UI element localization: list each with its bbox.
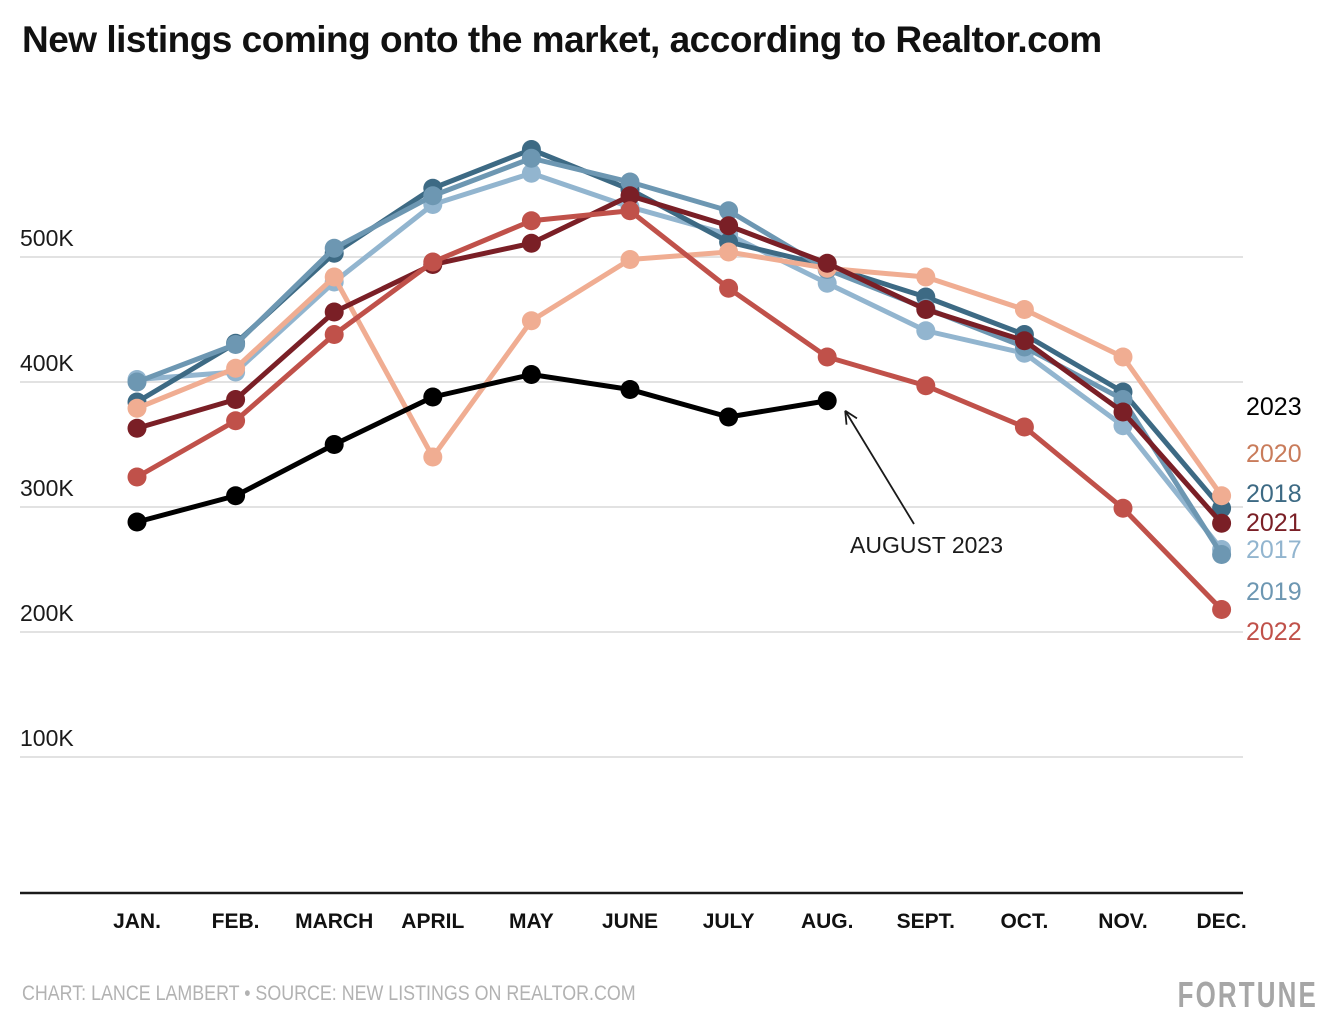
series-2022 xyxy=(127,201,1232,619)
legend-label-2020: 2020 xyxy=(1246,440,1302,468)
series-line xyxy=(135,208,1224,612)
series-line xyxy=(136,193,1224,525)
data-point xyxy=(521,211,541,231)
data-point xyxy=(719,201,739,221)
data-point xyxy=(1212,545,1232,564)
data-point xyxy=(1212,600,1232,619)
footer-credit: CHART: LANCE LAMBERT • SOURCE: NEW LISTI… xyxy=(22,982,636,1005)
data-point xyxy=(719,242,739,262)
series-2023 xyxy=(127,365,837,532)
fortune-logo: FORTUNE xyxy=(1177,974,1318,1015)
data-point xyxy=(521,148,541,168)
series-2020 xyxy=(127,242,1232,506)
data-point xyxy=(226,358,246,378)
data-point xyxy=(620,201,640,221)
data-point xyxy=(817,347,837,367)
data-point xyxy=(1014,417,1034,437)
data-point xyxy=(324,435,344,454)
data-point xyxy=(817,273,837,293)
data-point xyxy=(423,252,443,272)
data-point xyxy=(916,267,936,287)
series-line xyxy=(136,249,1224,498)
legend-label-2021: 2021 xyxy=(1246,509,1302,537)
series-line xyxy=(136,155,1224,556)
data-point xyxy=(719,407,739,427)
data-point xyxy=(916,376,936,396)
data-point xyxy=(127,372,147,392)
y-axis-tick-label: 100K xyxy=(20,725,74,751)
data-point xyxy=(127,467,147,487)
data-point xyxy=(916,300,936,319)
data-point xyxy=(423,447,443,467)
chart-title: New listings coming onto the market, acc… xyxy=(22,19,1102,60)
x-axis-month-label: JULY xyxy=(703,910,755,933)
x-axis-month-label: AUG. xyxy=(801,910,854,933)
data-point xyxy=(1014,331,1034,351)
y-axis-tick-label: 300K xyxy=(20,475,74,501)
data-point xyxy=(1212,486,1232,506)
x-axis-month-label: DEC. xyxy=(1197,910,1247,933)
y-axis-tick-label: 500K xyxy=(20,225,74,251)
legend-label-2018: 2018 xyxy=(1246,480,1302,508)
series-line xyxy=(136,170,1224,552)
data-point xyxy=(1113,402,1133,422)
series-line xyxy=(135,147,1224,510)
data-point xyxy=(1113,498,1133,518)
data-point xyxy=(620,380,640,399)
data-point xyxy=(719,216,739,236)
data-point xyxy=(324,238,344,258)
data-point xyxy=(521,163,541,183)
data-point xyxy=(1212,513,1232,533)
legend-label-2017: 2017 xyxy=(1246,536,1302,564)
x-axis-month-label: SEPT. xyxy=(897,910,955,933)
data-point xyxy=(521,233,541,253)
data-point xyxy=(127,512,147,532)
data-point xyxy=(226,390,246,409)
x-axis-month-label: JAN. xyxy=(113,910,161,933)
x-axis-month-label: OCT. xyxy=(1000,910,1048,933)
data-point xyxy=(719,278,739,298)
data-point xyxy=(1014,300,1034,319)
data-point xyxy=(423,186,443,206)
x-axis-month-label: JUNE xyxy=(602,910,658,933)
y-axis-tick-label: 200K xyxy=(20,600,74,626)
data-point xyxy=(916,321,936,341)
annotation-label: AUGUST 2023 xyxy=(850,532,1003,558)
series-line xyxy=(136,372,828,525)
data-point xyxy=(127,398,147,418)
data-point xyxy=(423,387,443,407)
data-point xyxy=(324,267,344,287)
x-axis-month-label: MAY xyxy=(509,910,554,933)
data-point xyxy=(817,253,837,273)
legend-label-2023: 2023 xyxy=(1246,393,1302,421)
data-point xyxy=(620,250,640,269)
data-point xyxy=(620,172,640,192)
y-axis-tick-label: 400K xyxy=(20,350,74,376)
x-axis-month-label: NOV. xyxy=(1098,910,1147,933)
data-point xyxy=(226,411,246,431)
legend-label-2022: 2022 xyxy=(1246,618,1302,646)
x-axis-month-label: MARCH xyxy=(295,910,373,933)
x-axis-month-label: FEB. xyxy=(212,910,260,933)
data-point xyxy=(226,486,246,506)
data-point xyxy=(324,325,344,344)
legend-label-2019: 2019 xyxy=(1246,578,1302,606)
annotation-arrow xyxy=(844,409,915,525)
data-point xyxy=(324,302,344,322)
data-point xyxy=(521,311,541,331)
data-point xyxy=(127,418,147,438)
data-point xyxy=(620,186,640,206)
data-point xyxy=(817,391,837,411)
data-point xyxy=(226,335,246,354)
data-point xyxy=(1113,347,1133,367)
x-axis-month-label: APRIL xyxy=(401,910,464,933)
data-point xyxy=(521,365,541,384)
